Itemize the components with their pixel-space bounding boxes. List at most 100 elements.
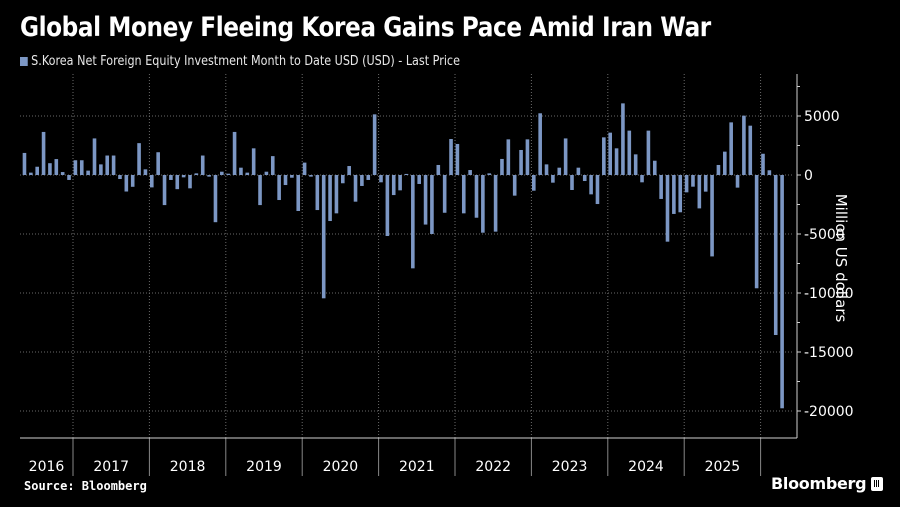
bar	[723, 151, 727, 175]
bar	[207, 175, 211, 177]
bar	[67, 175, 71, 180]
bar	[194, 173, 199, 175]
bar	[385, 175, 390, 237]
bar	[150, 175, 154, 188]
x-tick-label: 2025	[705, 459, 741, 475]
bar	[213, 175, 218, 223]
bar	[188, 175, 192, 189]
bar	[551, 175, 555, 183]
bar	[360, 175, 364, 186]
bar	[500, 158, 504, 175]
bar	[678, 175, 683, 213]
x-tick-label: 2019	[246, 459, 282, 475]
x-tick-label: 2021	[399, 459, 435, 475]
bar	[474, 175, 479, 218]
bar	[48, 163, 52, 175]
y-tick-label: 0	[804, 168, 813, 184]
bar	[582, 175, 587, 182]
bar	[589, 175, 593, 195]
bar	[532, 175, 536, 191]
bar	[391, 175, 396, 196]
bar	[742, 115, 746, 175]
bar	[328, 175, 332, 222]
bar	[608, 132, 612, 175]
bar	[735, 175, 740, 188]
bar	[220, 171, 224, 175]
bar	[430, 175, 434, 234]
bar	[334, 175, 339, 214]
x-tick-label: 2024	[628, 459, 664, 475]
bar	[302, 162, 307, 175]
x-tick-label: 2017	[93, 459, 129, 475]
bar	[411, 175, 415, 269]
bar	[481, 175, 485, 233]
legend-swatch	[20, 57, 28, 66]
bar	[595, 175, 600, 205]
bar	[563, 138, 568, 175]
bar	[627, 130, 632, 175]
bar	[640, 175, 644, 183]
bar	[124, 175, 129, 192]
y-tick-label: -5000	[804, 227, 845, 243]
bar	[461, 175, 466, 214]
bar	[576, 167, 581, 175]
x-tick-label: 2018	[170, 459, 206, 475]
bar	[270, 156, 275, 175]
x-ticks: 2016 2017 2018 2019 2020 2021 2022 2023 2024 2025	[29, 459, 741, 475]
bar	[296, 175, 301, 211]
bar	[544, 164, 549, 175]
y-ticks: 5000 0 -5000 -10000 -15000 -20000	[804, 109, 854, 420]
x-tick-label: 2016	[29, 459, 65, 475]
legend-label: S.Korea Net Foreign Equity Investment Mo…	[31, 54, 460, 69]
bar	[162, 175, 167, 206]
bar	[347, 166, 351, 175]
x-tick-label: 2023	[552, 459, 588, 475]
bar	[169, 175, 173, 180]
bar	[767, 170, 772, 175]
bar	[525, 139, 530, 175]
bar	[455, 143, 460, 175]
bar	[239, 167, 243, 175]
legend: S.Korea Net Foreign Equity Investment Mo…	[20, 54, 460, 69]
bar	[652, 160, 657, 175]
source-note: Source: Bloomberg	[24, 479, 147, 493]
grid-lines	[20, 74, 793, 438]
bar	[29, 172, 33, 175]
y-tick-label: -20000	[804, 404, 854, 420]
bar	[118, 175, 122, 180]
chart-title: Global Money Fleeing Korea Gains Pace Am…	[20, 12, 711, 43]
y-tick-label: 5000	[804, 109, 840, 125]
bar	[290, 175, 294, 178]
bar	[54, 159, 59, 175]
bar	[283, 175, 288, 186]
bar	[468, 170, 472, 175]
bloomberg-logo: Bloomberg	[771, 474, 884, 493]
bar	[92, 138, 97, 175]
bar	[442, 175, 447, 213]
bar	[22, 152, 27, 175]
y-tick-label: -15000	[804, 345, 854, 361]
bar	[614, 148, 619, 175]
bar	[570, 175, 574, 190]
bar	[780, 175, 784, 409]
brand-name: Bloomberg	[771, 474, 867, 493]
bar	[710, 175, 714, 257]
bar	[646, 130, 651, 175]
bar	[754, 175, 759, 289]
x-tick-label: 2020	[323, 459, 359, 475]
bar	[729, 122, 733, 175]
bar	[436, 164, 441, 175]
bar	[703, 175, 708, 192]
bar	[691, 175, 695, 187]
bar	[86, 170, 90, 175]
bar	[226, 173, 230, 175]
bar	[130, 175, 135, 187]
bar	[379, 175, 383, 183]
bar	[697, 175, 702, 209]
bar	[41, 131, 46, 175]
bar	[156, 152, 160, 175]
bar	[398, 175, 402, 191]
bar	[773, 175, 778, 336]
bar	[602, 137, 606, 175]
bars	[22, 103, 784, 409]
